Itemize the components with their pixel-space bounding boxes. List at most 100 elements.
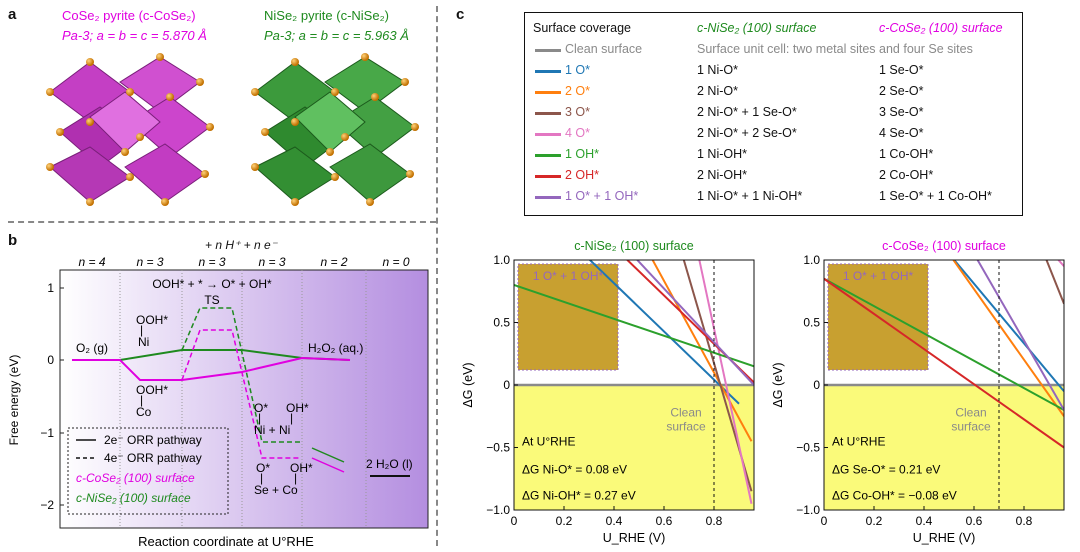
series-line — [698, 260, 753, 504]
x-tick-label: 0 — [821, 514, 828, 528]
table-row: 3 O* 2 Ni-O* + 1 Se-O* 3 Se-O* — [525, 105, 1022, 125]
cose2-config: 2 Se-O* — [879, 84, 924, 98]
ytick-m1: −1 — [40, 426, 54, 440]
header-coverage: Surface coverage — [533, 21, 631, 35]
ytick-m2: −2 — [40, 498, 54, 512]
series-swatch — [535, 112, 561, 115]
o-co-5: Se + Co — [254, 483, 298, 497]
series-swatch — [535, 133, 561, 136]
nise2-title: NiSe₂ pyrite (c-NiSe₂) — [264, 8, 389, 23]
nise2-crystal — [251, 53, 419, 206]
coverage-name: 4 O* — [565, 126, 591, 140]
coverage-name: 1 O* + 1 OH* — [565, 189, 639, 203]
cose2-arrow — [311, 457, 345, 473]
chart-title: c-CoSe₂ (100) surface — [882, 239, 1006, 253]
o-ni-5: Ni + Ni — [254, 423, 290, 437]
ytick-1: 1 — [47, 281, 54, 295]
nise2-chart: c-NiSe₂ (100) surface 0 0.2 0.4 0.6 0.8 1.0 0.5… — [461, 239, 755, 545]
y-tick-label: −0.5 — [796, 441, 820, 455]
delta-g-value: ΔG Co-OH* = −0.08 eV — [832, 489, 957, 503]
series-line — [1057, 260, 1064, 267]
at-label: At U°RHE — [832, 435, 885, 449]
ytick-0: 0 — [47, 353, 54, 367]
x-tick-label: 0.4 — [606, 514, 623, 528]
ooh-ni-1: OOH* — [136, 313, 168, 327]
n-label-3: n = 3 — [198, 255, 225, 269]
series-line — [952, 260, 1064, 392]
ooh-co-1: OOH* — [136, 383, 168, 397]
x-tick-label: 0.6 — [966, 514, 983, 528]
negative-region — [824, 385, 1064, 510]
free-energy-diagram: n = 4 n = 3 n = 3 n = 3 n = 2 n = 0 1 0 … — [7, 255, 429, 549]
ooh-co-2: | — [140, 393, 143, 407]
coverage-name: 1 O* — [565, 63, 591, 77]
cose2-config: 3 Se-O* — [879, 105, 924, 119]
o-co-4: | — [294, 471, 297, 485]
legend-2e: 2e⁻ ORR pathway — [104, 433, 202, 447]
nise2-config: Surface unit cell: two metal sites and f… — [697, 42, 973, 56]
x-axis-label: U_RHE (V) — [913, 531, 976, 545]
x-tick-label: 0.8 — [1016, 514, 1033, 528]
nise2-config: 2 Ni-O* + 1 Se-O* — [697, 105, 797, 119]
coverage-name: 2 O* — [565, 84, 591, 98]
cose2-config: 2 Co-OH* — [879, 168, 934, 182]
x-tick-label: 0.4 — [916, 514, 933, 528]
series-swatch — [535, 91, 561, 94]
o-ni-3: | — [258, 411, 261, 425]
coverage-name: Clean surface — [565, 42, 643, 56]
n-label-1: n = 4 — [78, 255, 105, 269]
x-axis-label: U_RHE (V) — [603, 531, 666, 545]
table-row: 1 OH* 1 Ni-OH* 1 Co-OH* — [525, 147, 1022, 167]
clean-label-1: Clean — [670, 405, 701, 419]
coverage-name: 2 OH* — [565, 168, 600, 182]
inset-label: 1 O* + 1 OH* — [533, 269, 604, 283]
cose2-4e-pathway — [181, 329, 300, 459]
nise2-config: 1 Ni-O* — [697, 63, 738, 77]
ooh-ni-2: | — [140, 323, 143, 337]
coverage-name: 1 OH* — [565, 147, 600, 161]
chart-title: c-NiSe₂ (100) surface — [574, 239, 694, 253]
coverage-name: 3 O* — [565, 105, 591, 119]
delta-g-value: ΔG Ni-OH* = 0.27 eV — [522, 489, 636, 503]
panel-a-label: a — [8, 6, 17, 23]
nise2-config: 2 Ni-O* + 2 Se-O* — [697, 126, 797, 140]
x-tick-label: 0.6 — [656, 514, 673, 528]
delta-g-value: ΔG Ni-O* = 0.08 eV — [522, 463, 627, 477]
series-line — [651, 260, 753, 442]
nise2-config: 1 Ni-OH* — [697, 147, 748, 161]
o-ni-4: | — [290, 411, 293, 425]
series-line — [588, 260, 740, 405]
clean-label-1: Clean — [955, 405, 986, 419]
cose2-params: Pa-3; a = b = c = 5.870 Å — [62, 28, 207, 43]
nise2-params: Pa-3; a = b = c = 5.963 Å — [264, 28, 409, 43]
cose2-config: 4 Se-O* — [879, 126, 924, 140]
series-swatch — [535, 70, 561, 73]
nise2-config: 2 Ni-OH* — [697, 168, 748, 182]
diagram-plot-area — [59, 269, 429, 529]
y-tick-label: 0.5 — [803, 316, 820, 330]
o-ni-2: OH* — [286, 401, 309, 415]
table-row: 2 OH* 2 Ni-OH* 2 Co-OH* — [525, 168, 1022, 188]
table-row: 2 O* 2 Ni-O* 2 Se-O* — [525, 84, 1022, 104]
ts-label: TS — [204, 293, 219, 307]
series-line — [976, 260, 1064, 411]
n-label-4: n = 3 — [258, 255, 285, 269]
series-line — [824, 277, 1064, 411]
y-tick-label: 0.5 — [493, 316, 510, 330]
clean-label-2: surface — [951, 419, 991, 433]
series-line — [635, 260, 754, 386]
cose2-config: 1 Se-O* + 1 Co-OH* — [879, 189, 992, 203]
table-header: Surface coverage c-NiSe₂ (100) surface c… — [525, 21, 1022, 41]
h2o2-label: H₂O₂ (aq.) — [308, 341, 363, 355]
o-co-2: OH* — [290, 461, 313, 475]
xlabel-reaction-coordinate: Reaction coordinate at U°RHE — [138, 534, 314, 549]
at-label: At U°RHE — [522, 435, 575, 449]
y-axis-label: ΔG (eV) — [771, 362, 785, 407]
table-row: Clean surface Surface unit cell: two meta… — [525, 42, 1022, 62]
o-ni-1: O* — [254, 401, 268, 415]
y-tick-label: 0 — [503, 378, 510, 392]
table-row: 1 O* 1 Ni-O* 1 Se-O* — [525, 63, 1022, 83]
step-reaction: OOH* + * → O* + OH* — [152, 277, 272, 291]
nise2-4e-pathway — [181, 307, 300, 443]
inset-label: 1 O* + 1 OH* — [843, 269, 914, 283]
